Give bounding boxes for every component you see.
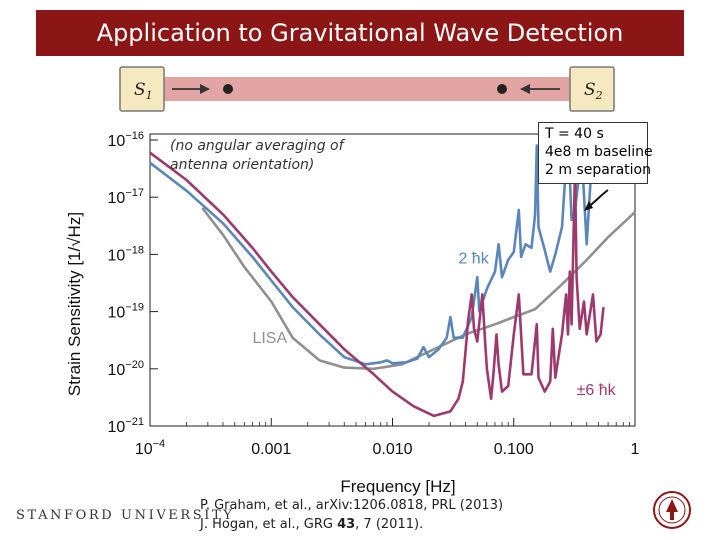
satellite-1-label: S1	[134, 80, 153, 102]
x-tick-exponent: −4	[153, 438, 166, 450]
satellite-diagram: S1 S2	[119, 66, 615, 112]
satellite-1-subscript: 1	[146, 89, 153, 102]
y-tick-exponent: −17	[125, 187, 144, 199]
param-line: 2 m separation	[545, 162, 651, 178]
param-line: T = 40 s	[545, 126, 604, 142]
series-line-2	[149, 151, 605, 418]
series-label: ±6 ħk	[577, 382, 617, 399]
references: P. Graham, et al., arXiv:1206.0818, PRL …	[200, 496, 503, 534]
y-tick-exponent: −21	[125, 416, 144, 428]
y-tick-base: 10	[108, 305, 126, 322]
note-line: antenna orientation)	[170, 157, 315, 173]
series-group	[149, 132, 636, 418]
parameters-box: T = 40 s 4e8 m baseline 2 m separation	[538, 122, 653, 184]
satellite-2-label: S2	[584, 80, 603, 102]
satellite-1-letter: S	[134, 80, 146, 100]
slide-title: Application to Gravitational Wave Detect…	[96, 19, 624, 47]
orientation-note: (no angular averaging of antenna orienta…	[170, 137, 400, 175]
x-tick-label: 10−4	[135, 438, 165, 458]
reference-text: , 7 (2011).	[355, 517, 424, 532]
series-label: LISA	[252, 330, 287, 347]
title-bar: Application to Gravitational Wave Detect…	[36, 10, 684, 56]
x-tick-label: 0.010	[372, 441, 412, 458]
x-tick-label: 0.100	[494, 441, 534, 458]
reference-volume: 43	[337, 517, 356, 532]
y-tick-label: 10−16	[108, 130, 144, 150]
y-tick-label: 10−19	[108, 302, 144, 322]
y-tick-label: 10−21	[108, 416, 144, 436]
satellite-2-subscript: 2	[595, 89, 603, 102]
reference-line: J. Hogan, et al., GRG 43, 7 (2011).	[200, 515, 503, 534]
param-line: 4e8 m baseline	[545, 144, 653, 160]
reference-line: P. Graham, et al., arXiv:1206.0818, PRL …	[200, 498, 504, 513]
x-tick-base: 10	[135, 441, 153, 458]
y-tick-base: 10	[108, 190, 126, 207]
pointer-arrowhead	[584, 201, 593, 211]
stanford-wordmark: STANFORD UNIVERSITY	[16, 508, 235, 523]
y-tick-label: 10−18	[108, 244, 144, 264]
y-tick-exponent: −20	[125, 359, 144, 371]
tick-group: 10−4 0.001 0.010 0.100 110−1610−1710−1810−19…	[108, 130, 640, 458]
atom-cloud-left	[223, 84, 233, 94]
satellite-2-box	[569, 66, 615, 112]
sensitivity-chart: 10−4 0.001 0.010 0.100 110−1610−1710−1810−19…	[65, 130, 640, 496]
series-line-1	[149, 132, 595, 366]
atom-cloud-right	[497, 84, 507, 94]
x-tick-label: 0.001	[251, 441, 291, 458]
y-axis-label: Strain Sensitivity [1/√Hz]	[65, 212, 84, 396]
satellite-1-box	[119, 66, 165, 112]
y-tick-exponent: −18	[125, 244, 144, 256]
stanford-seal-icon	[653, 491, 691, 529]
y-tick-base: 10	[108, 362, 126, 379]
satellite-2-letter: S	[584, 80, 596, 100]
x-axis-label: Frequency [Hz]	[340, 477, 455, 496]
y-tick-label: 10−20	[108, 359, 144, 379]
reference-text: J. Hogan, et al., GRG	[200, 517, 338, 532]
right-arrow	[172, 84, 210, 94]
y-tick-base: 10	[108, 247, 126, 264]
series-label: 2 ħk	[458, 250, 489, 267]
y-tick-base: 10	[108, 133, 126, 150]
series-label-group: LISA 2 ħk ±6 ħk	[252, 250, 616, 399]
left-arrow	[520, 84, 560, 94]
note-line: (no angular averaging of	[170, 138, 344, 154]
y-tick-exponent: −16	[125, 130, 144, 142]
y-tick-base: 10	[108, 419, 126, 436]
y-tick-exponent: −19	[125, 302, 144, 314]
x-tick-label: 1	[631, 441, 640, 458]
y-tick-label: 10−17	[108, 187, 144, 207]
